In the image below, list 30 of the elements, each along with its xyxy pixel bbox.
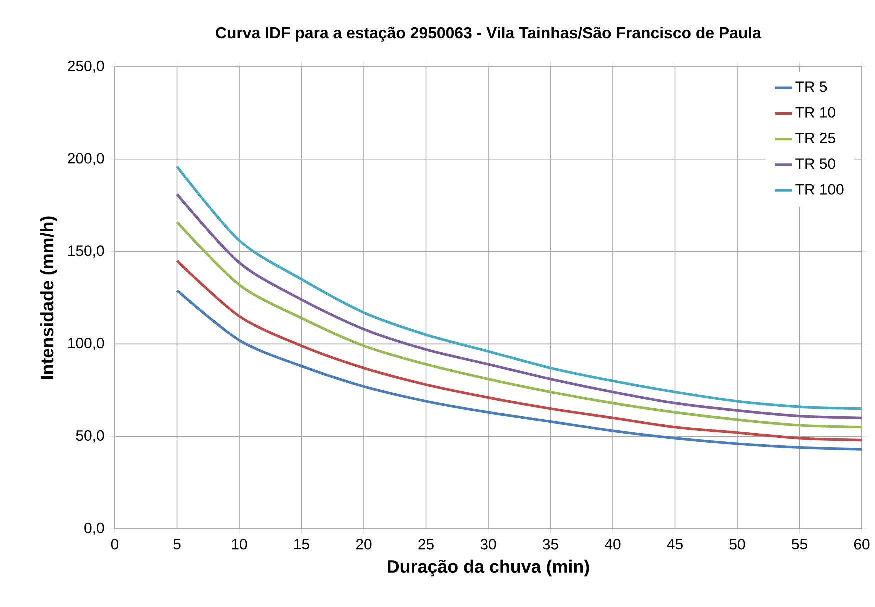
x-tick-label: 25 [418,539,434,550]
x-tick-label: 15 [294,539,310,550]
legend-label: TR 100 [796,184,844,195]
y-axis-title: Intensidade (mm/h) [40,216,58,379]
legend-label: TR 25 [796,132,836,144]
y-tick-label: 250,0 [68,60,104,74]
x-tick-label: 40 [605,539,621,550]
legend-label: TR 10 [796,107,836,118]
x-tick-label: 20 [356,539,372,550]
x-tick-label: 10 [232,539,248,550]
x-axis-title: Duração da chuva (min) [388,560,590,577]
x-tick-label: 55 [792,539,808,550]
y-tick-label: 200,0 [68,153,104,166]
line-series [176,289,862,451]
x-tick-label: 50 [730,539,746,550]
line-series [176,220,862,429]
y-tick-label: 50,0 [76,430,104,443]
y-tick-label: 0,0 [84,522,104,536]
x-tick-label: 35 [543,539,558,550]
legend-label: TR 50 [796,158,836,170]
chart-title: Curva IDF para a estação 2950063 - Vila Tainhas/São Francisco de Paula [216,26,762,42]
line-series [176,260,862,442]
y-tick-label: 150,0 [68,246,104,258]
x-tick-label: 60 [854,539,870,550]
y-tick-label: 100,0 [68,338,104,350]
x-tick-label: 0 [111,539,119,550]
legend-label: TR 5 [796,82,828,92]
x-tick-label: 30 [480,539,496,550]
x-tick-label: 5 [174,539,181,550]
x-tick-label: 45 [667,539,683,550]
